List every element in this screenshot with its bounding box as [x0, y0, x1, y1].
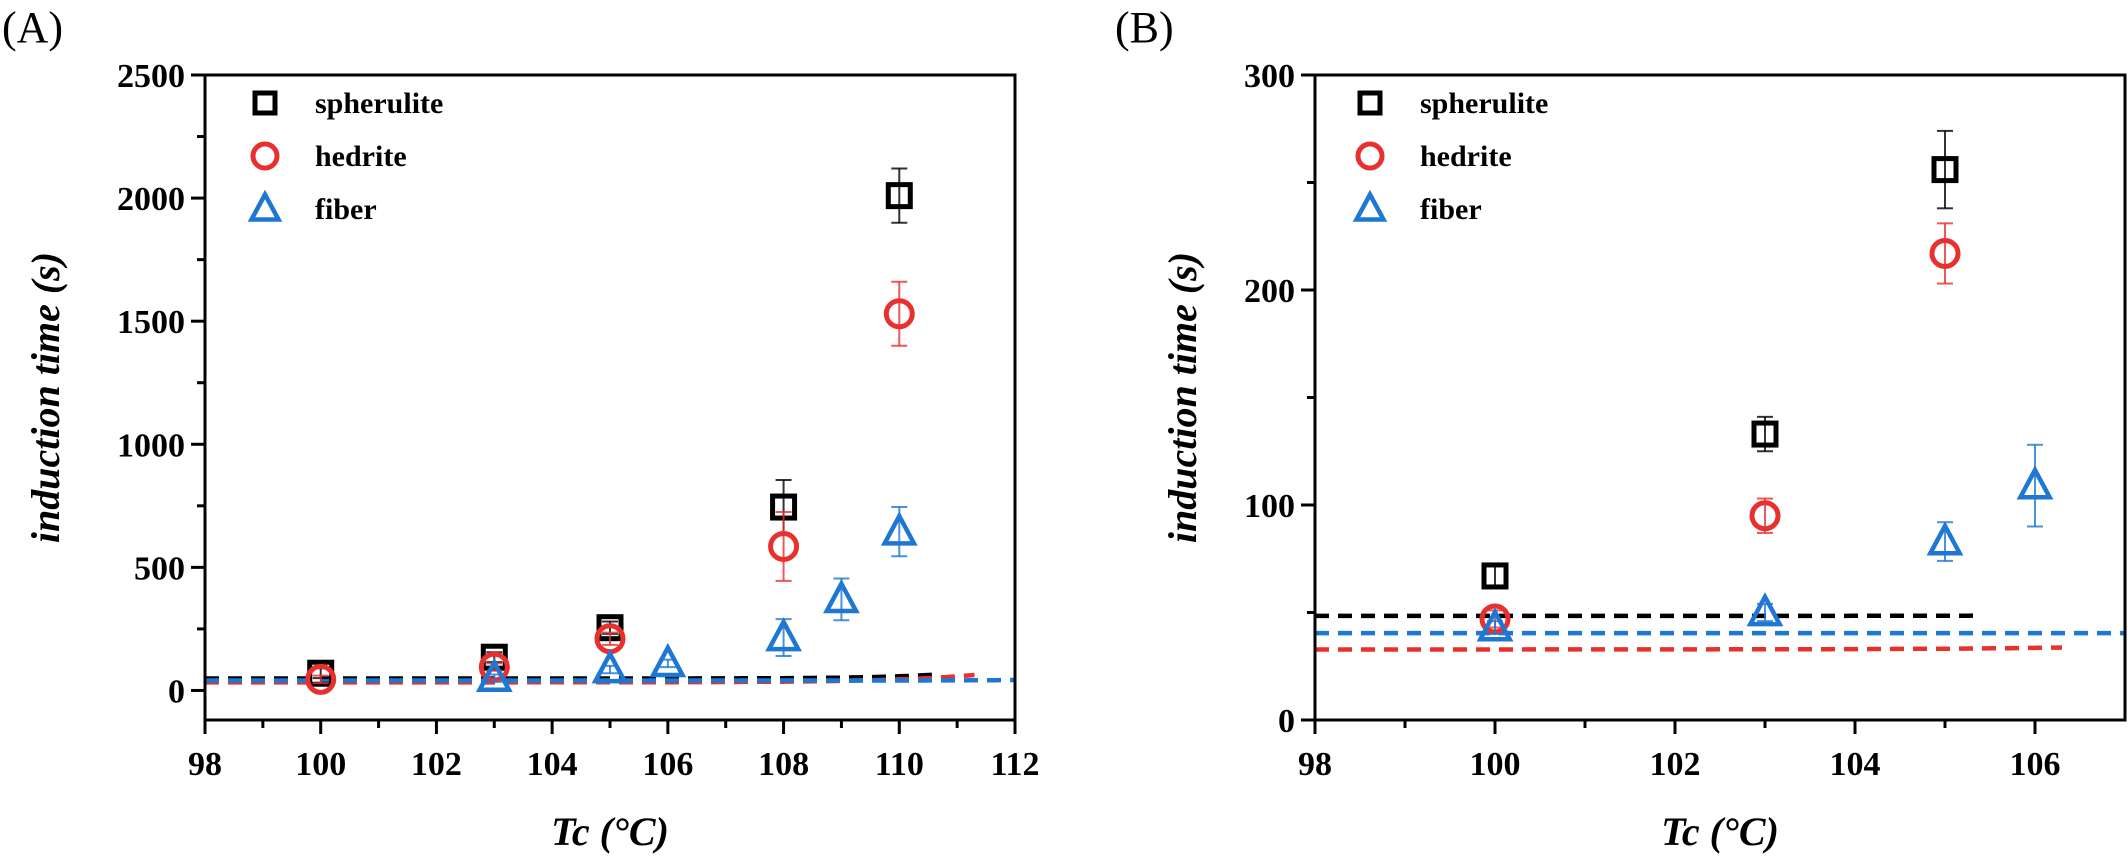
y-axis-title: induction time (s) — [1160, 252, 1205, 543]
y-tick-label: 0 — [168, 673, 185, 710]
legend-label: hedrite — [1420, 140, 1512, 173]
data-point — [649, 642, 687, 678]
legend: spherulite hedrite fiber — [247, 87, 443, 226]
legend-marker — [247, 189, 283, 222]
y-tick-label: 2000 — [117, 181, 185, 218]
data-point — [823, 578, 860, 614]
data-point — [885, 182, 913, 210]
legend: spherulite hedrite fiber — [1352, 87, 1548, 226]
data-point — [1749, 500, 1781, 532]
data-point — [591, 649, 629, 684]
data-point — [1751, 420, 1779, 448]
legend-marker — [252, 90, 278, 116]
x-tick-label: 100 — [295, 746, 346, 783]
x-tick-label: 110 — [875, 746, 924, 783]
x-tick-label: 108 — [758, 746, 809, 783]
y-tick-label: 100 — [1244, 488, 1295, 525]
fit-curve — [1315, 645, 2063, 652]
x-axis-title: Tc (°C) — [1661, 809, 1779, 854]
x-tick-label: 104 — [527, 746, 578, 783]
legend-marker — [1355, 141, 1385, 171]
y-tick-label: 0 — [1278, 703, 1295, 740]
y-axis-title: induction time (s) — [23, 252, 68, 543]
x-tick-label: 102 — [411, 746, 462, 783]
x-tick-label: 98 — [1298, 746, 1332, 783]
data-point — [2016, 465, 2054, 500]
x-tick-label: 104 — [1830, 746, 1881, 783]
y-tick-label: 1000 — [117, 427, 185, 464]
data-point — [1746, 592, 1784, 627]
legend-marker — [1352, 189, 1388, 222]
x-tick-label: 106 — [2010, 746, 2061, 783]
x-tick-label: 102 — [1650, 746, 1701, 783]
x-tick-label: 112 — [990, 746, 1039, 783]
y-tick-label: 500 — [134, 550, 185, 587]
x-tick-label: 106 — [642, 746, 693, 783]
legend-label: spherulite — [315, 87, 443, 120]
data-point — [1481, 562, 1509, 590]
plot-area — [205, 167, 1015, 695]
legend-label: spherulite — [1420, 87, 1548, 120]
panel-label: (A) — [2, 3, 63, 52]
y-tick-label: 2500 — [117, 58, 185, 95]
legend-marker — [1357, 90, 1383, 116]
x-tick-label: 100 — [1470, 746, 1521, 783]
data-point — [880, 511, 918, 546]
y-tick-label: 300 — [1244, 58, 1295, 95]
data-point — [1929, 237, 1961, 269]
data-point — [1476, 607, 1514, 642]
legend-marker — [250, 141, 280, 171]
legend-label: fiber — [1420, 193, 1482, 226]
data-point — [1926, 521, 1964, 556]
x-tick-label: 98 — [188, 746, 222, 783]
legend-label: hedrite — [315, 140, 407, 173]
panel-label: (B) — [1115, 3, 1174, 52]
plot-area — [1315, 129, 2125, 652]
chart-panel: (A) 98 100 102 104 106 108 110 112 0 500 1000 1500 20… — [2, 3, 1040, 854]
data-point — [305, 663, 337, 695]
x-axis-title: Tc (°C) — [551, 809, 669, 854]
y-tick-label: 200 — [1244, 273, 1295, 310]
data-point — [765, 617, 802, 652]
data-point — [768, 530, 800, 562]
data-point — [1931, 156, 1959, 184]
data-point — [883, 298, 915, 330]
data-point — [475, 657, 513, 693]
legend-label: fiber — [315, 193, 377, 226]
chart-panel: (B) 98 100 102 104 106 0 100 200 300 Tc (°C) induct… — [1115, 3, 2127, 854]
y-tick-label: 1500 — [117, 304, 185, 341]
